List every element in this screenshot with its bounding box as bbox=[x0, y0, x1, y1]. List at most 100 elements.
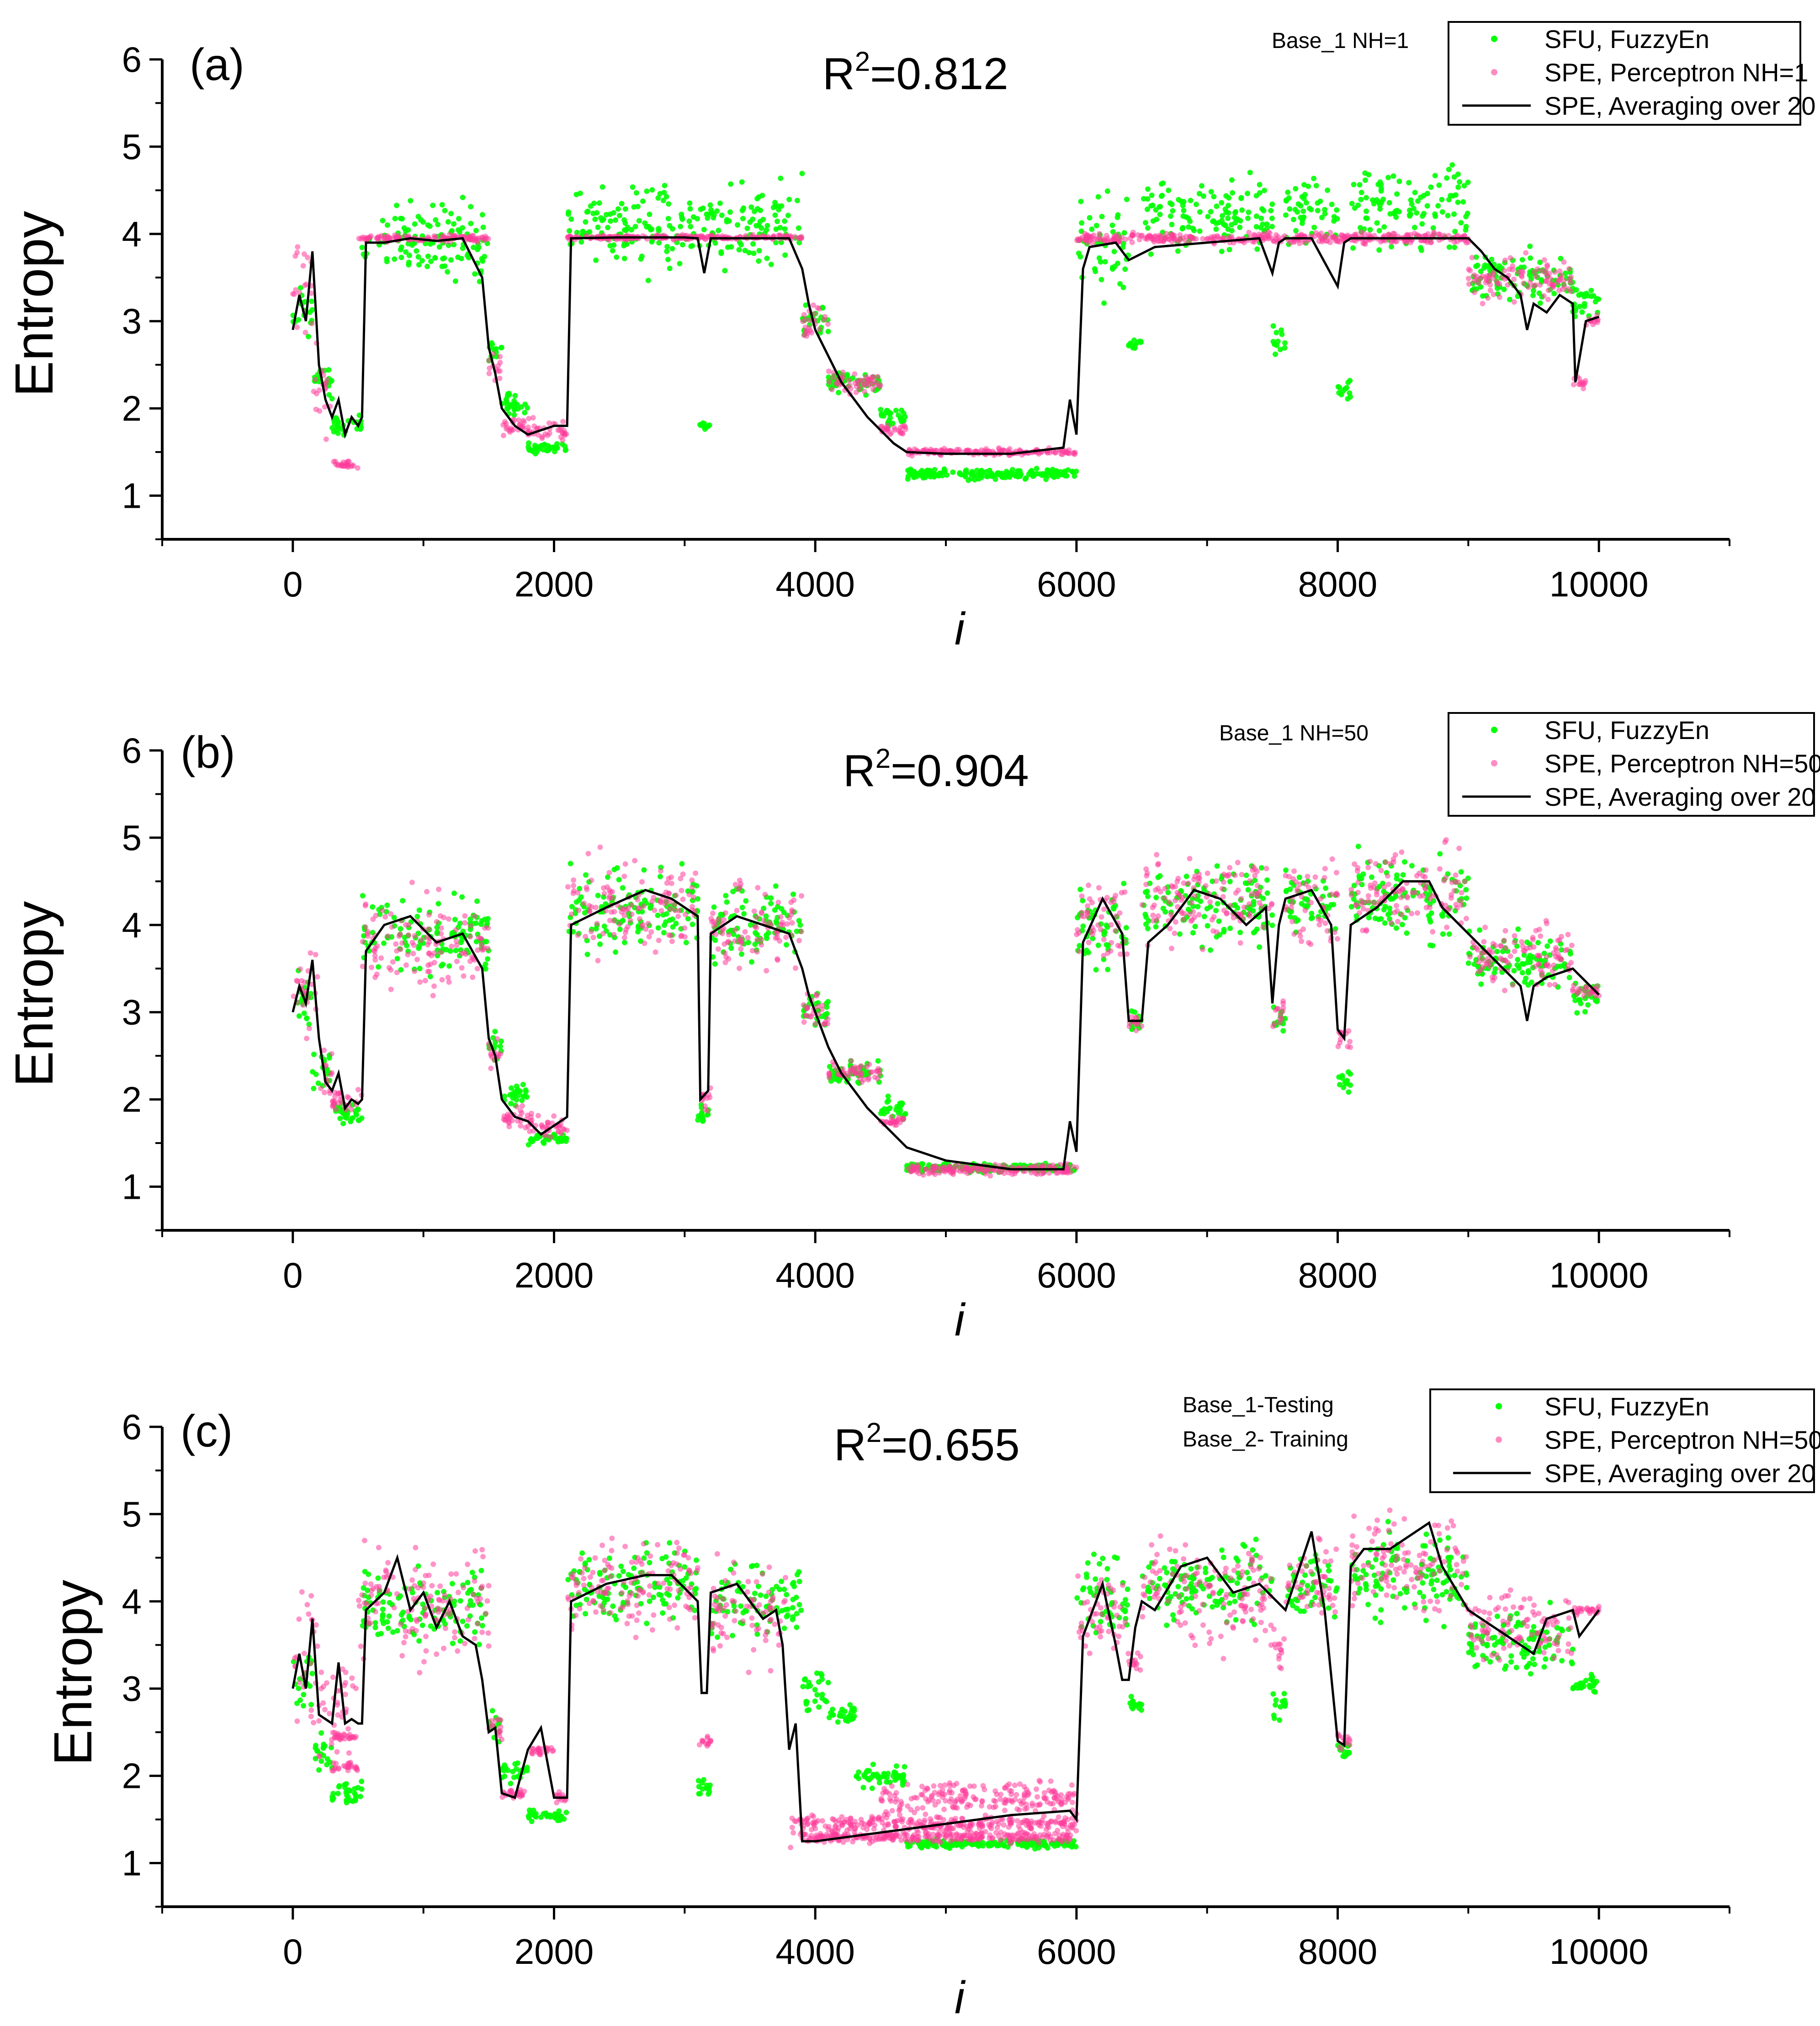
sfu-point bbox=[1079, 220, 1085, 226]
sfu-point bbox=[1197, 209, 1203, 215]
spe-point bbox=[1265, 233, 1271, 239]
spe-point bbox=[301, 251, 307, 257]
sfu-point bbox=[622, 206, 628, 212]
spe-point bbox=[710, 910, 716, 916]
spe-point bbox=[669, 880, 674, 886]
spe-point bbox=[302, 979, 308, 985]
x-tick-label-a-0: 0 bbox=[283, 564, 302, 604]
sfu-point bbox=[1428, 184, 1434, 190]
spe-point bbox=[555, 1128, 561, 1134]
sfu-point bbox=[1110, 229, 1116, 235]
sfu-point bbox=[723, 893, 729, 899]
spe-point bbox=[1414, 910, 1420, 916]
sfu-point bbox=[1114, 214, 1120, 220]
spe-point bbox=[370, 916, 376, 922]
sfu-point bbox=[958, 472, 964, 478]
sfu-point bbox=[583, 219, 589, 225]
sfu-point bbox=[1415, 198, 1421, 204]
spe-point bbox=[1329, 891, 1335, 897]
spe-point bbox=[575, 932, 581, 938]
sfu-point bbox=[580, 229, 586, 235]
spe-point bbox=[314, 974, 320, 980]
sfu-point bbox=[1432, 173, 1438, 179]
sfu-point bbox=[1093, 223, 1099, 229]
x-title-a: i bbox=[955, 603, 966, 654]
spe-point bbox=[785, 921, 790, 927]
sfu-point bbox=[746, 250, 752, 255]
sfu-point bbox=[1348, 1071, 1353, 1077]
spe-point bbox=[726, 956, 732, 962]
sfu-point bbox=[669, 226, 675, 232]
sfu-point bbox=[1478, 981, 1484, 987]
sfu-point bbox=[1214, 203, 1220, 209]
spe-point bbox=[481, 947, 487, 952]
spe-point bbox=[1111, 234, 1117, 239]
spe-point bbox=[497, 376, 503, 381]
spe-point bbox=[385, 933, 391, 939]
sfu-point bbox=[1461, 183, 1467, 189]
spe-point bbox=[866, 1061, 872, 1067]
sfu-point bbox=[582, 910, 588, 916]
sfu-point bbox=[1345, 379, 1351, 385]
sfu-point bbox=[1527, 243, 1533, 249]
sfu-point bbox=[533, 445, 539, 451]
spe-point bbox=[302, 330, 308, 335]
sfu-point bbox=[1092, 266, 1098, 272]
sfu-point bbox=[1394, 191, 1400, 197]
sfu-point bbox=[451, 221, 457, 227]
spe-point bbox=[1544, 263, 1550, 269]
spe-point bbox=[1465, 276, 1471, 282]
sfu-point bbox=[430, 202, 436, 208]
sfu-point bbox=[1409, 201, 1415, 207]
sfu-point bbox=[452, 278, 458, 284]
spe-point bbox=[900, 1116, 906, 1121]
sfu-point bbox=[1186, 224, 1192, 230]
spe-point bbox=[675, 914, 681, 920]
spe-point bbox=[1327, 235, 1333, 240]
sfu-point bbox=[600, 184, 605, 190]
sfu-point bbox=[1436, 182, 1442, 188]
spe-point bbox=[509, 1117, 515, 1123]
spe-point bbox=[445, 974, 451, 980]
spe-point bbox=[468, 923, 474, 929]
spe-point bbox=[732, 882, 738, 888]
spe-point bbox=[658, 908, 664, 914]
spe-point bbox=[406, 932, 412, 938]
note-a-1: Base_1 NH=1 bbox=[1272, 29, 1409, 53]
spe-point bbox=[1569, 942, 1575, 948]
spe-point bbox=[936, 1170, 942, 1176]
sfu-point bbox=[1385, 175, 1391, 181]
sfu-point bbox=[340, 1121, 346, 1127]
sfu-point bbox=[1198, 899, 1204, 904]
spe-point bbox=[1291, 868, 1297, 874]
sfu-point bbox=[359, 245, 365, 250]
sfu-point bbox=[1596, 296, 1602, 302]
spe-point bbox=[1154, 852, 1160, 858]
sfu-point bbox=[442, 263, 448, 269]
spe-point bbox=[1516, 269, 1522, 275]
sfu-point bbox=[1111, 249, 1117, 255]
spe-point bbox=[1427, 904, 1433, 910]
avg-line-a bbox=[292, 236, 1599, 455]
sfu-point bbox=[499, 345, 504, 351]
sfu-point bbox=[621, 243, 627, 249]
spe-point bbox=[593, 904, 599, 910]
spe-point bbox=[1254, 883, 1260, 888]
sfu-point bbox=[1150, 218, 1156, 224]
sfu-point bbox=[1222, 206, 1228, 212]
sfu-point bbox=[764, 255, 770, 261]
sfu-point bbox=[1270, 323, 1276, 329]
spe-point bbox=[1297, 933, 1303, 939]
spe-point bbox=[1469, 255, 1475, 261]
spe-point bbox=[356, 235, 362, 241]
sfu-point bbox=[1183, 873, 1189, 879]
sfu-point bbox=[714, 208, 720, 214]
sfu-point bbox=[1185, 215, 1191, 221]
sfu-point bbox=[1574, 1010, 1580, 1016]
spe-point bbox=[817, 326, 822, 332]
sfu-point bbox=[974, 468, 980, 473]
spe-point bbox=[571, 883, 576, 888]
sfu-point bbox=[722, 268, 728, 274]
spe-point bbox=[646, 934, 652, 940]
spe-point bbox=[1346, 1028, 1352, 1034]
